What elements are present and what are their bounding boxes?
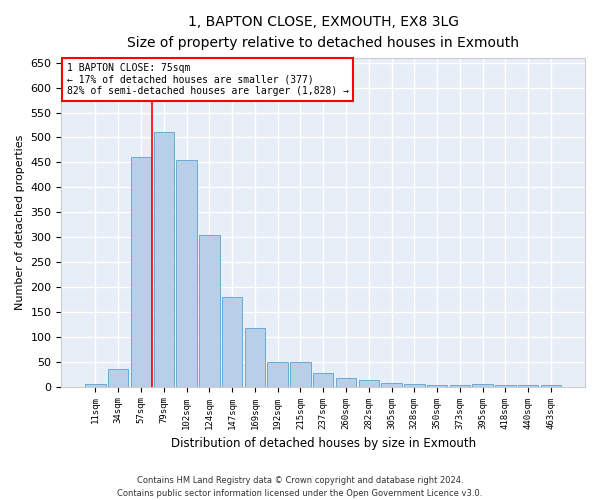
Bar xyxy=(472,384,493,386)
Bar xyxy=(495,384,515,386)
Bar xyxy=(359,380,379,386)
Bar xyxy=(541,385,561,386)
Bar xyxy=(518,385,538,386)
Bar xyxy=(449,385,470,386)
Bar xyxy=(245,328,265,386)
Bar xyxy=(404,384,425,386)
X-axis label: Distribution of detached houses by size in Exmouth: Distribution of detached houses by size … xyxy=(170,437,476,450)
Bar xyxy=(108,369,128,386)
Bar xyxy=(85,384,106,386)
Bar xyxy=(154,132,174,386)
Bar xyxy=(290,362,311,386)
Bar xyxy=(131,158,151,386)
Title: 1, BAPTON CLOSE, EXMOUTH, EX8 3LG
Size of property relative to detached houses i: 1, BAPTON CLOSE, EXMOUTH, EX8 3LG Size o… xyxy=(127,15,519,50)
Bar xyxy=(381,382,402,386)
Text: Contains HM Land Registry data © Crown copyright and database right 2024.
Contai: Contains HM Land Registry data © Crown c… xyxy=(118,476,482,498)
Bar xyxy=(336,378,356,386)
Bar xyxy=(313,372,334,386)
Bar xyxy=(222,297,242,386)
Y-axis label: Number of detached properties: Number of detached properties xyxy=(15,134,25,310)
Bar xyxy=(427,384,448,386)
Bar xyxy=(199,234,220,386)
Bar xyxy=(176,160,197,386)
Text: 1 BAPTON CLOSE: 75sqm
← 17% of detached houses are smaller (377)
82% of semi-det: 1 BAPTON CLOSE: 75sqm ← 17% of detached … xyxy=(67,62,349,96)
Bar xyxy=(268,362,288,386)
